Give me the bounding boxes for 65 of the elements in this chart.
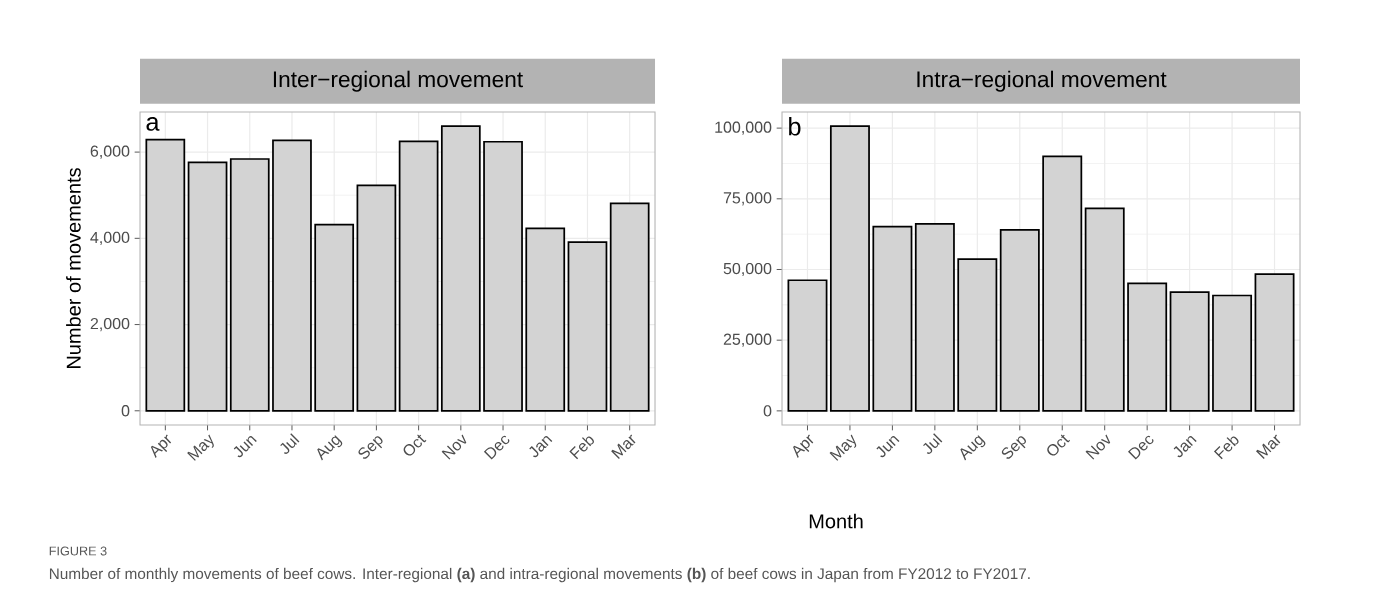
bar [1212, 294, 1253, 412]
x-tick-label: Feb [1213, 436, 1239, 460]
x-tick-label: Aug [960, 435, 986, 461]
bar [1254, 273, 1295, 412]
bar [914, 223, 955, 412]
x-tick-label: Dec [483, 435, 510, 460]
y-tick-label: 50,000 [723, 262, 772, 277]
x-tick-label: Apr [793, 434, 814, 458]
bar [440, 125, 481, 412]
x-tick-label: Jul [923, 433, 943, 454]
bar [1169, 291, 1210, 412]
y-tick-label: 75,000 [723, 192, 772, 206]
chart-title: Intra−regional movement [917, 70, 1167, 92]
bar [872, 225, 913, 412]
y-tick-label: 6,000 [90, 145, 130, 159]
bar [999, 229, 1040, 412]
bar [1127, 282, 1168, 412]
x-tick-label: Jul [280, 433, 300, 454]
x-tick-label: May [187, 434, 214, 461]
y-axis-title: Number of movements [66, 168, 81, 369]
x-axis-title: Month [809, 513, 863, 529]
x-tick-label: May [829, 434, 857, 461]
bar [1042, 155, 1083, 412]
x-tick-label: Sep [358, 436, 383, 459]
y-tick-label: 100,000 [715, 121, 772, 135]
bar [187, 161, 228, 412]
x-tick-label: Jun [233, 435, 257, 458]
x-tick-label: Jan [1173, 435, 1197, 458]
caption: FIGURE 3 [49, 546, 107, 556]
x-tick-label: Feb [569, 436, 594, 460]
x-tick-label: Nov [1085, 434, 1111, 460]
x-tick-label: Sep [1001, 436, 1027, 459]
bar [483, 140, 523, 412]
x-tick-label: Jan [529, 435, 553, 458]
bar [1084, 207, 1125, 412]
x-tick-label: Mar [611, 434, 636, 459]
bar [957, 258, 998, 412]
y-tick-label: 25,000 [723, 333, 772, 347]
chart-title: Inter−regional movement [273, 70, 523, 92]
bar [356, 184, 397, 412]
bar [567, 241, 608, 412]
x-tick-label: Jun [876, 435, 900, 458]
x-tick-label: Oct [1047, 434, 1071, 456]
x-tick-label: Nov [441, 434, 467, 460]
bar [525, 227, 566, 412]
bar [787, 279, 828, 412]
x-tick-label: Mar [1256, 434, 1281, 459]
x-tick-label: Dec [1127, 435, 1154, 460]
text: Number of monthly movements of beef cows. Inter-regional (a) and intra-regional movements (b) of beef cows in Japan from FY2012 to FY2017. [49, 567, 1030, 583]
bar [145, 138, 186, 412]
bar [272, 139, 312, 412]
bar [398, 140, 439, 412]
x-tick-label: Aug [317, 435, 343, 461]
y-tick-label: 0 [121, 405, 130, 417]
bar [314, 223, 355, 412]
annotation: a [146, 116, 160, 131]
x-tick-label: Oct [403, 434, 427, 456]
bar [229, 158, 270, 412]
bar [829, 125, 870, 412]
bar [609, 202, 650, 412]
y-tick-label: 0 [763, 405, 772, 417]
y-tick-label: 2,000 [90, 317, 130, 332]
y-tick-label: 4,000 [90, 231, 130, 245]
annotation: b [789, 116, 801, 136]
x-tick-label: Apr [150, 434, 172, 458]
